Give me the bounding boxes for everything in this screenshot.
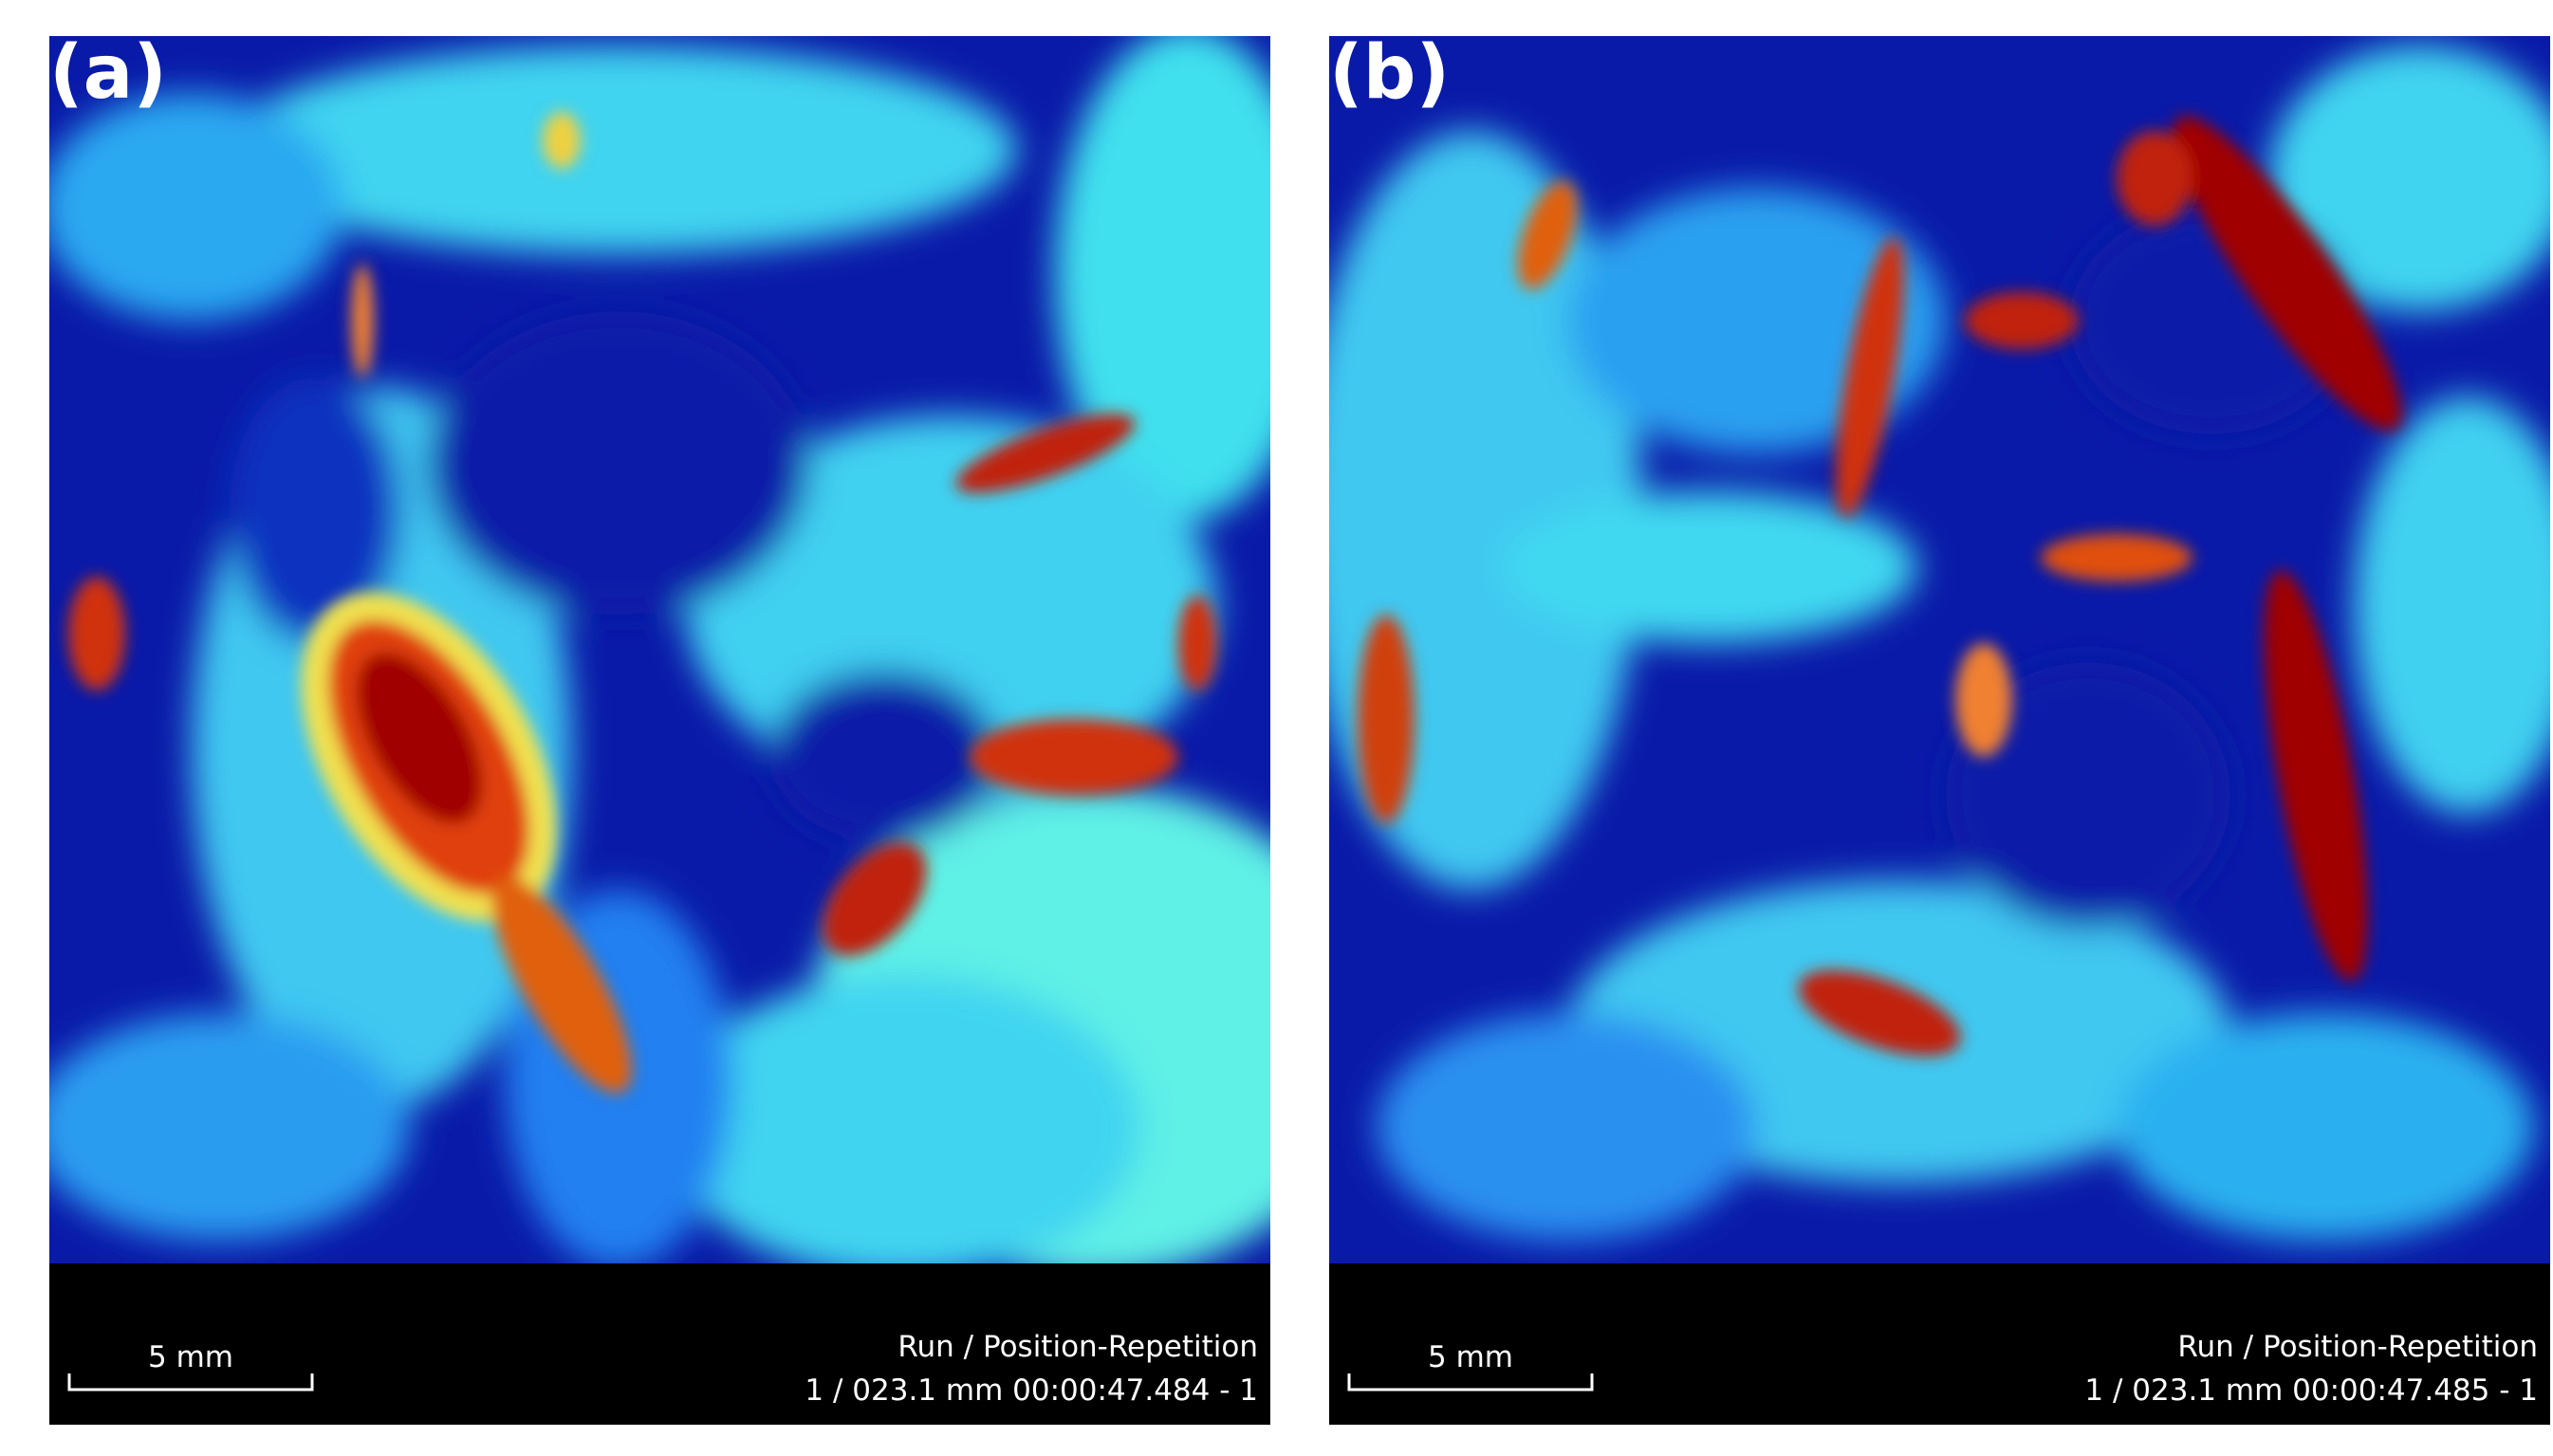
- heatmap-a: [49, 36, 1270, 1263]
- scale-bar-label: 5 mm: [1428, 1340, 1513, 1374]
- info-value: 1 / 023.1 mm 00:00:47.484 - 1: [805, 1373, 1258, 1408]
- panel-a: (a) 5 mm Run / Position-Repetition 1 / 0…: [49, 36, 1270, 1425]
- scale-bar: [67, 1373, 314, 1391]
- panel-b: (b) 5 mm Run / Position-Repetition 1 / 0…: [1329, 36, 2550, 1425]
- info-bar: [49, 1263, 1270, 1425]
- panel-label: (b): [1329, 36, 1450, 116]
- scale-bar: [1347, 1373, 1594, 1391]
- heatmap-b: [1329, 36, 2550, 1263]
- info-title: Run / Position-Repetition: [897, 1330, 1258, 1364]
- info-value: 1 / 023.1 mm 00:00:47.485 - 1: [2084, 1373, 2538, 1408]
- info-bar: [1329, 1263, 2550, 1425]
- info-title: Run / Position-Repetition: [2177, 1330, 2538, 1364]
- scale-bar-label: 5 mm: [148, 1340, 233, 1374]
- panel-label: (a): [49, 36, 167, 116]
